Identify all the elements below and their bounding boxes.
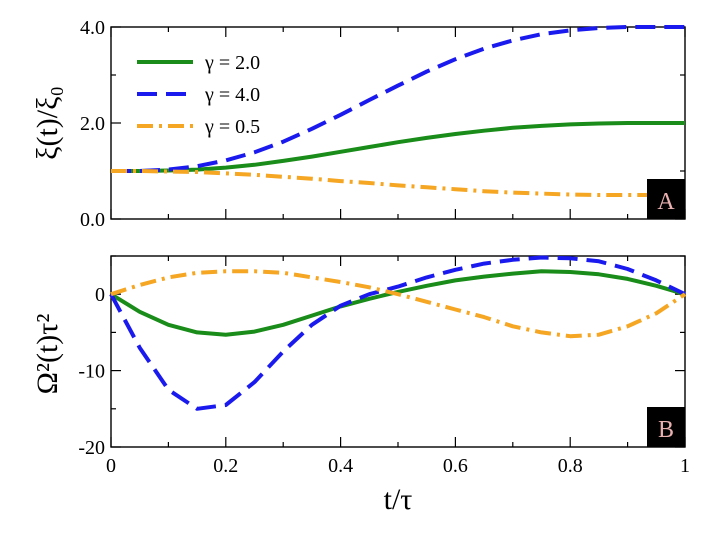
legend: γ = 2.0 γ = 4.0 γ = 0.5 xyxy=(137,52,260,138)
series-line-dashdot xyxy=(111,169,685,197)
panel-b-tag: B xyxy=(658,417,674,443)
panel-a-series xyxy=(111,25,685,197)
legend-entry: γ = 0.5 xyxy=(204,116,260,138)
y-tick-label: -10 xyxy=(78,361,105,383)
x-tick-label: 0 xyxy=(106,455,116,477)
panel-b-ticks: 0 0.2 0.4 0.6 0.8 1 -20 -10 0 xyxy=(78,255,690,477)
panel-b-xlabel: t/τ xyxy=(384,483,413,516)
panel-a-tag-box xyxy=(647,179,685,219)
panel-a: 0.02.04.0 ξ(t)/ξ₀ γ = 2.0γ = 4.0γ = 0.5 … xyxy=(31,17,686,231)
series-line-dashed xyxy=(111,25,685,173)
panel-b-ylabel: Ω²(t)τ² xyxy=(31,314,64,395)
x-tick-label: 0.2 xyxy=(213,455,238,477)
y-tick-label: 0 xyxy=(95,284,105,306)
series-line-dashdot xyxy=(110,269,687,339)
panel-b: 0 0.2 0.4 0.6 0.8 1 -20 -10 0 Ω²(t)τ² t/τ B xyxy=(31,255,690,516)
panel-a-ylabel: ξ(t)/ξ₀ xyxy=(31,86,64,160)
legend-entry: γ = 4.0 xyxy=(204,84,260,106)
series-line-solid xyxy=(109,269,686,337)
y-tick-label: 4.0 xyxy=(80,17,105,39)
y-tick-label: -20 xyxy=(78,437,105,459)
x-tick-label: 0.8 xyxy=(558,455,583,477)
x-tick-label: 1 xyxy=(680,455,690,477)
panel-a-ticks: 0.0 2.0 4.0 xyxy=(80,17,686,231)
legend-entry: γ = 2.0 xyxy=(204,52,260,74)
x-tick-label: 0.6 xyxy=(443,455,468,477)
y-tick-label: 2.0 xyxy=(80,113,105,135)
series-line-dashed xyxy=(109,255,686,411)
panel-b-series xyxy=(109,255,687,411)
x-tick-label: 0.4 xyxy=(328,455,353,477)
y-tick-label: 0.0 xyxy=(80,209,105,231)
series-line-solid xyxy=(111,121,685,173)
panel-b-tag-box xyxy=(647,407,685,447)
panel-a-tag: A xyxy=(657,189,675,215)
